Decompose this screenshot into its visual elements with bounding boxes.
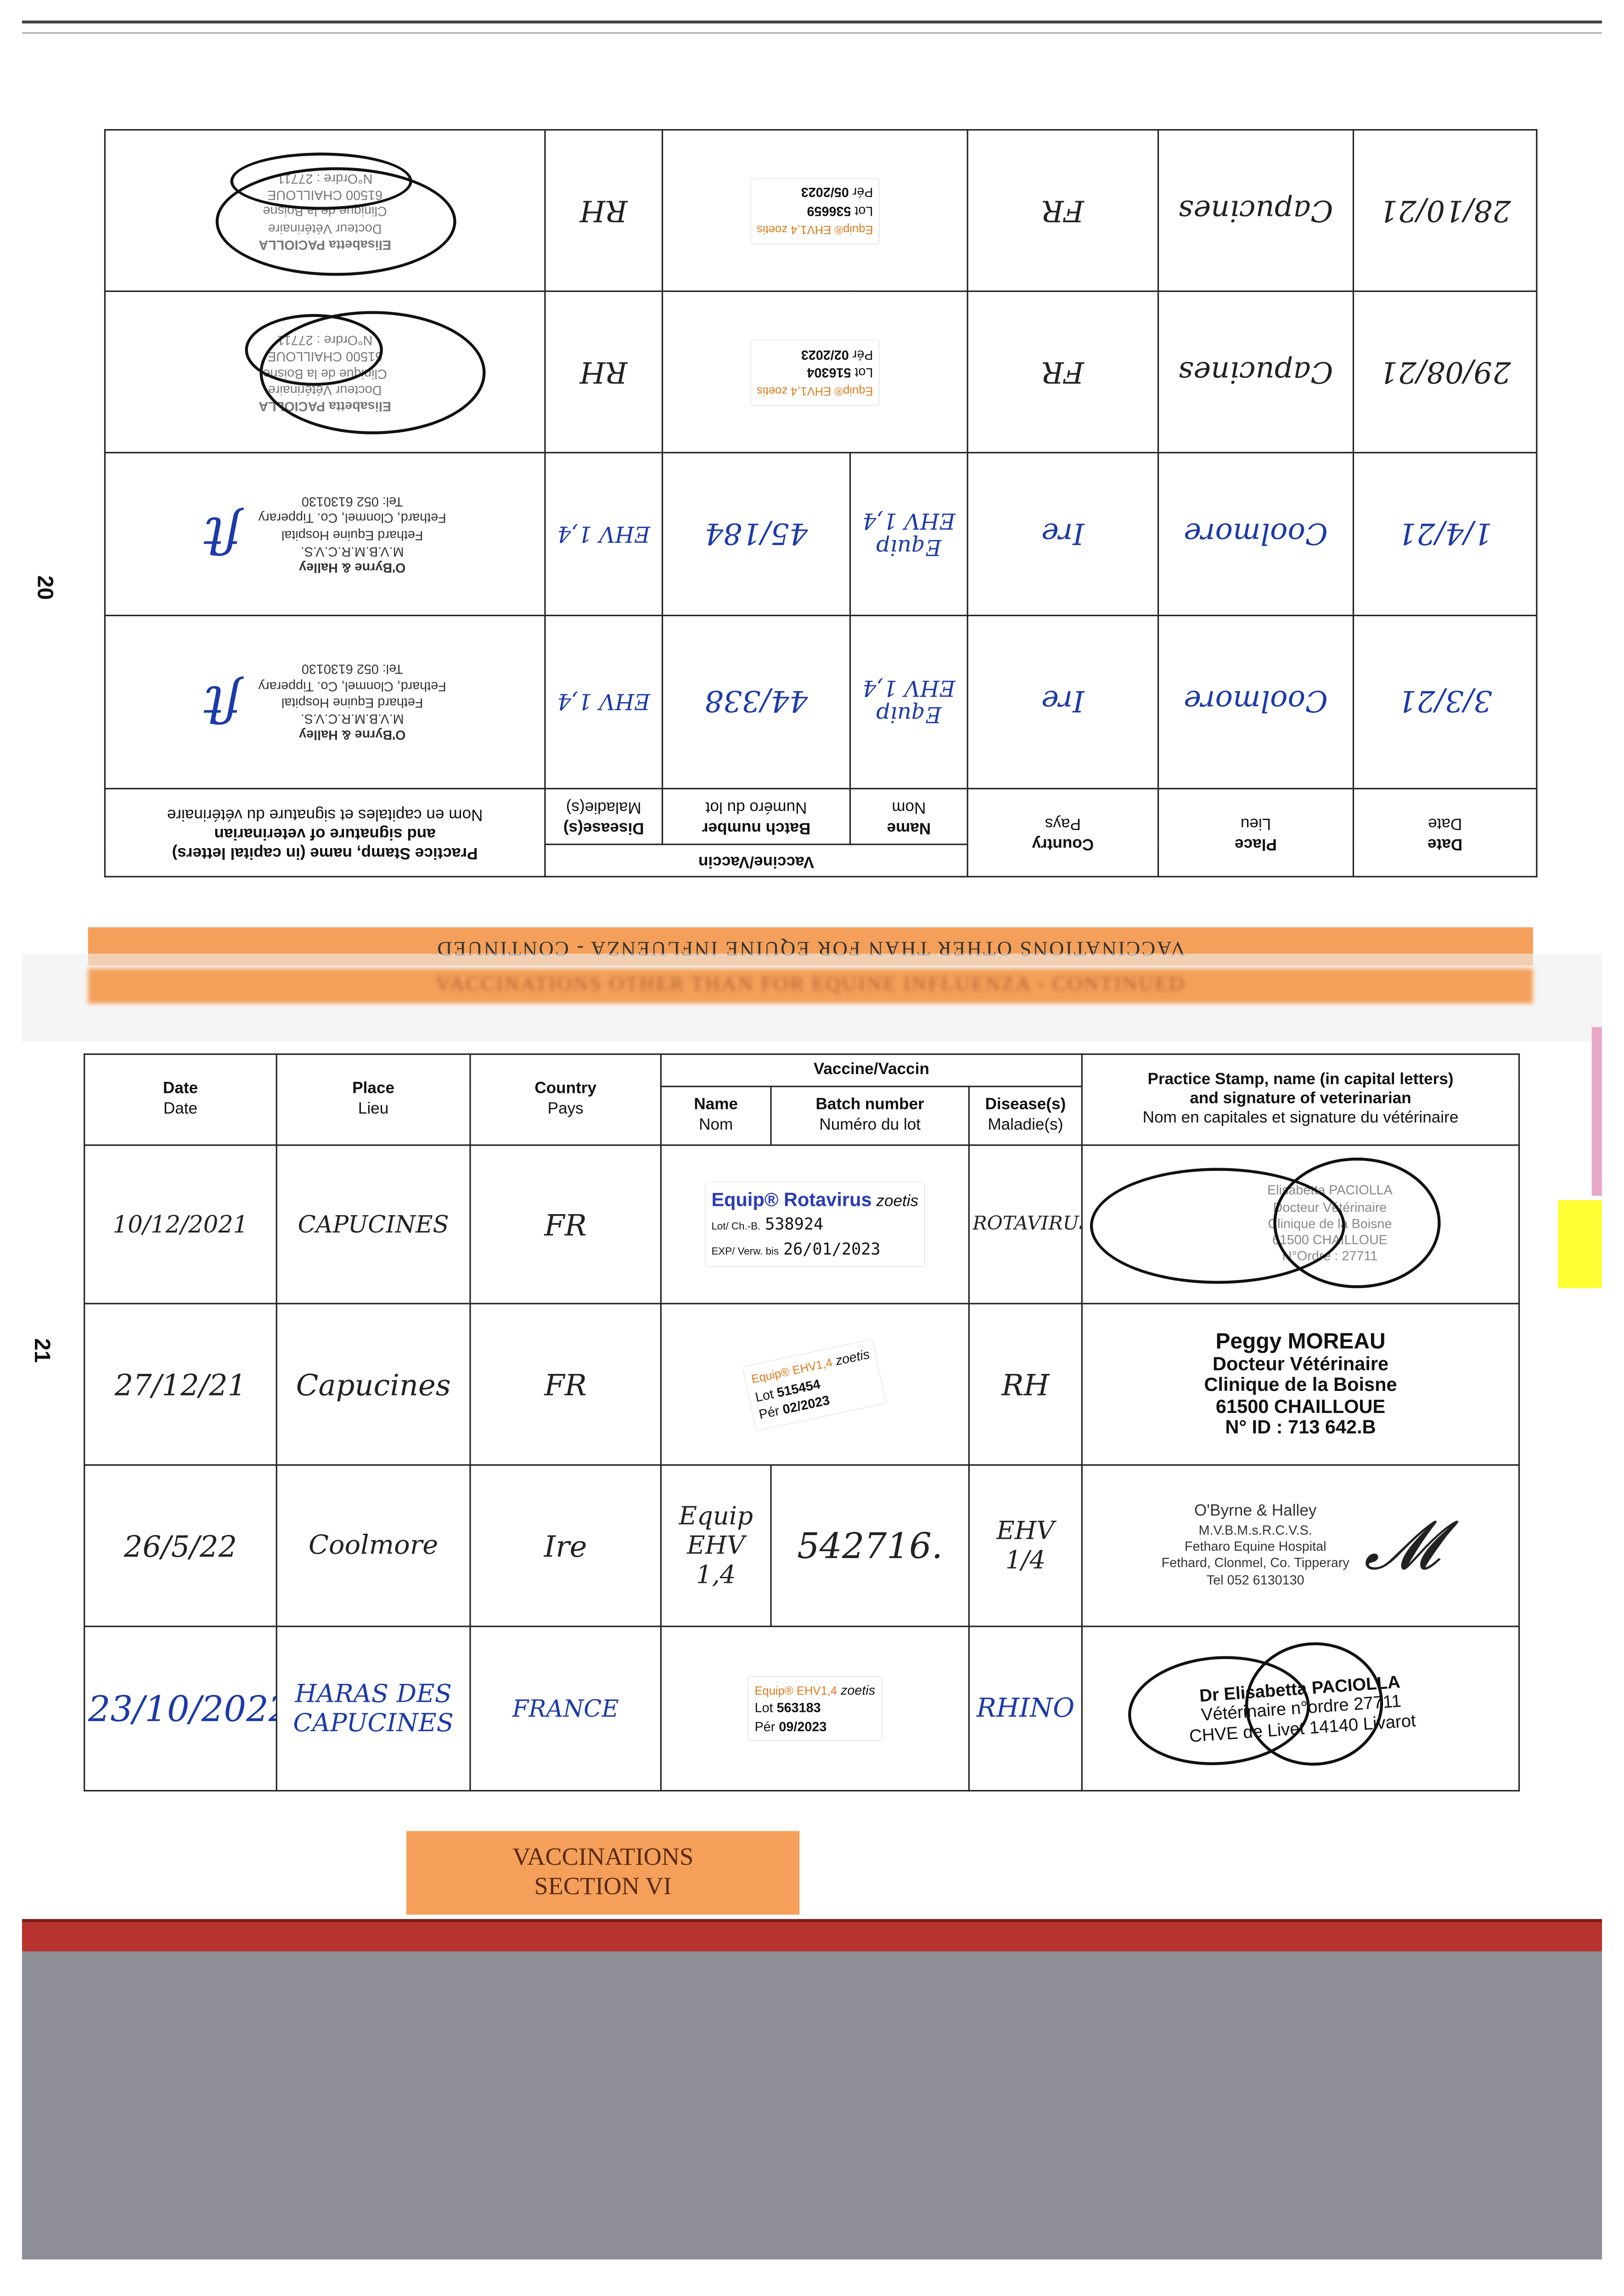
header-name: Name Nom: [660, 1086, 772, 1146]
section-banner-blurred: VACCINATIONS OTHER THAN FOR EQUINE INFLU…: [88, 968, 1533, 1004]
place-cell: Coolmore: [1158, 615, 1354, 789]
disease-cell: EHV 1/4: [968, 1464, 1083, 1627]
disease-cell: EHV 1,4: [545, 453, 663, 615]
vaccine-label-sticker: Equip® EHV1,4 zoetis Lot 516304 Pér 02/202…: [662, 292, 968, 454]
header-vaccine: Vaccine/Vaccin: [545, 844, 968, 877]
section-label: VACCINATIONS SECTION VI: [406, 1831, 800, 1915]
date-cell: 27/12/21: [84, 1303, 277, 1466]
date-cell: 29/08/21: [1353, 292, 1537, 454]
vet-stamp: O'Byrne & Halley M.V.B.M.s.R.C.V.S. Fethar…: [1081, 1464, 1520, 1627]
country-cell: Ire: [469, 1464, 662, 1627]
header-disease: Disease(s) Maladie(s): [545, 788, 663, 844]
vet-stamp: O'Byrne & Halley M.V.B.M.R.C.V.S. Fethard …: [105, 615, 545, 789]
page-number-upper: 20: [32, 575, 57, 600]
disease-cell: EHV 1,4: [545, 615, 663, 789]
country-cell: FR: [469, 1144, 662, 1305]
place-cell: HARAS DES CAPUCINES: [275, 1626, 471, 1792]
country-cell: Ire: [967, 615, 1158, 789]
vet-stamp: O'Byrne & Halley M.V.B.M.R.C.V.S. Fethard …: [105, 453, 545, 615]
date-cell: 10/12/2021: [84, 1144, 277, 1305]
country-cell: FRANCE: [469, 1626, 662, 1792]
header-stamp: Practice Stamp, name (in capital letters…: [105, 788, 545, 877]
header-country: Country Pays: [967, 788, 1158, 877]
header-country: Country Pays: [469, 1053, 662, 1146]
table-row: 27/12/21 Capucines FR Equip® EHV1,4 zoet…: [84, 1303, 1520, 1466]
disease-cell: RHINO: [968, 1626, 1083, 1792]
batch-cell: 542716.: [770, 1464, 970, 1627]
vet-stamp: Dr Elisabetta PACIOLLA Vétérinaire n°ordr…: [1077, 1611, 1524, 1806]
signature-icon: 𝓜: [1364, 1505, 1440, 1584]
name-cell: Equip EHV 1,4: [660, 1464, 772, 1627]
header-disease: Disease(s) Maladie(s): [968, 1086, 1083, 1146]
header-batch: Batch number Numéro du lot: [770, 1086, 970, 1146]
signature-icon: ﬅ: [203, 505, 241, 564]
table-row: 26/5/22 Coolmore Ire Equip EHV 1,4 54271…: [84, 1464, 1520, 1627]
vaccine-label-sticker: Equip® EHV1,4 zoetis Lot 563183 Pér 09/202…: [660, 1626, 970, 1792]
place-cell: Capucines: [1158, 292, 1354, 454]
signature-icon: ﬅ: [203, 673, 241, 732]
place-cell: Capucines: [275, 1303, 471, 1466]
vaccine-label-sticker: Equip® EHV1,4 zoetis Lot 536659 Pér 05/202…: [662, 129, 968, 292]
batch-cell: 44/338: [662, 615, 850, 789]
lower-vaccination-table: Date Date Place Lieu Country Pays Vaccine/V…: [84, 1053, 1524, 1806]
scanner-background: [22, 1951, 1602, 2260]
name-cell: Equip EHV 1,4: [850, 615, 968, 789]
table-row: 23/10/2022 HARAS DES CAPUCINES FRANCE Eq…: [84, 1611, 1524, 1806]
page-number-lower: 21: [29, 1338, 54, 1363]
book-cover-edge: [22, 1919, 1602, 1954]
table-row: 1/4/21 Coolmore Ire Equip EHV 1,4 45/184…: [105, 453, 1537, 615]
header-date: Date Date: [1353, 788, 1537, 877]
header-place: Place Lieu: [275, 1053, 471, 1146]
place-cell: Capucines: [1158, 129, 1354, 292]
header-name: Name Nom: [850, 788, 968, 844]
header-vaccine: Vaccine/Vaccin: [660, 1053, 1083, 1087]
vet-stamp: Elisabetta PACIOLLA Docteur Vétérinaire Cl…: [105, 292, 545, 454]
table-row: 3/3/21 Coolmore Ire Equip EHV 1,4 44/338…: [105, 615, 1537, 789]
date-cell: 1/4/21: [1353, 453, 1537, 615]
table-row: 29/08/21 Capucines FR Equip® EHV1,4 zoet…: [105, 292, 1537, 454]
date-cell: 28/10/21: [1353, 129, 1537, 292]
header-date: Date Date: [84, 1053, 277, 1146]
header-batch: Batch number Numéro du lot: [662, 788, 850, 844]
header-place: Place Lieu: [1158, 788, 1354, 877]
vet-stamp: Elisabetta PACIOLLA Docteur Vétérinaire Cl…: [1081, 1144, 1520, 1305]
country-cell: Ire: [967, 453, 1158, 615]
header-stamp: Practice Stamp, name (in capital letters…: [1081, 1053, 1520, 1146]
pink-tab: [1591, 1027, 1602, 1196]
name-cell: Equip EHV 1,4: [850, 453, 968, 615]
upper-vaccination-table-rotated: Date Date Place Lieu Country Pays Vaccine/V…: [105, 129, 1537, 878]
vaccine-label-sticker: Equip® EHV1,4 zoetis Lot 515454 Pér 02/202…: [660, 1303, 970, 1466]
date-cell: 23/10/2022: [84, 1626, 277, 1792]
table-row: 28/10/21 Capucines FR Equip® EHV1,4 zoet…: [105, 129, 1537, 292]
batch-cell: 45/184: [662, 453, 850, 615]
table-row: 10/12/2021 CAPUCINES FR Equip® Rotavirus…: [84, 1144, 1520, 1305]
country-cell: FR: [967, 292, 1158, 454]
disease-cell: RH: [545, 129, 663, 292]
date-cell: 3/3/21: [1353, 615, 1537, 789]
place-cell: Coolmore: [1158, 453, 1354, 615]
vet-stamp: Elisabetta PACIOLLA Docteur Vétérinaire Cl…: [105, 129, 545, 292]
disease-cell: RH: [545, 292, 663, 454]
country-cell: FR: [967, 129, 1158, 292]
disease-cell: ROTAVIRUS: [968, 1144, 1083, 1305]
place-cell: Coolmore: [275, 1464, 471, 1627]
disease-cell: RH: [968, 1303, 1083, 1466]
country-cell: FR: [469, 1303, 662, 1466]
top-page-edge: [22, 20, 1602, 34]
vet-stamp: Peggy MOREAU Docteur Vétérinaire Clinique …: [1081, 1303, 1520, 1466]
place-cell: CAPUCINES: [275, 1144, 471, 1305]
vaccine-label-sticker: Equip® Rotavirus zoetis Lot/ Ch.-B. 53892…: [660, 1144, 970, 1305]
yellow-tab: [1558, 1200, 1602, 1289]
date-cell: 26/5/22: [84, 1464, 277, 1627]
